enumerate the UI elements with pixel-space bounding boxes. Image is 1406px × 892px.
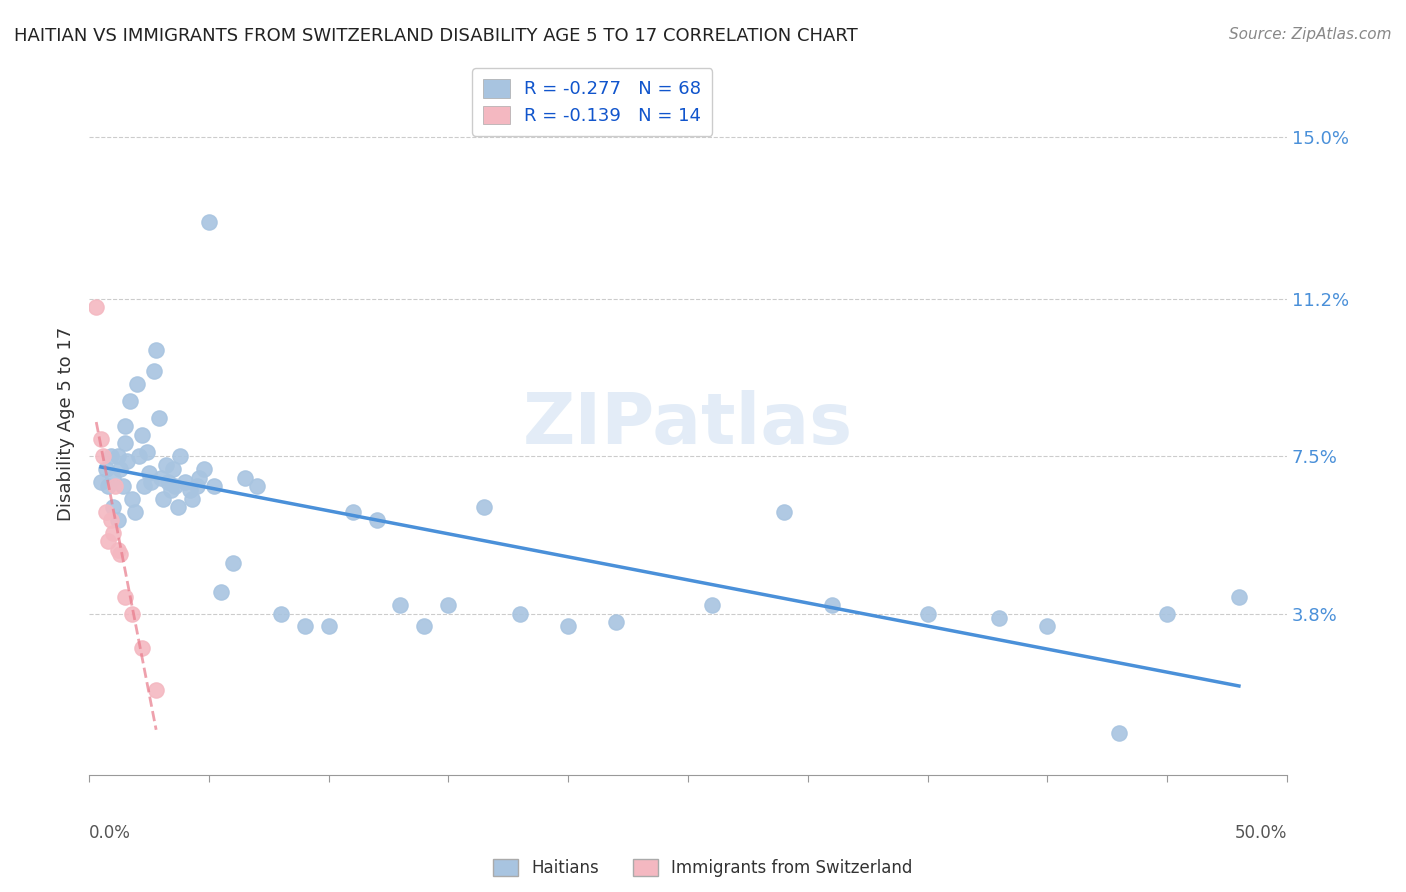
Point	[117, 453, 139, 467]
Point	[917, 607, 939, 621]
Point	[193, 462, 215, 476]
Text: 50.0%: 50.0%	[1234, 824, 1286, 842]
Point	[145, 683, 167, 698]
Point	[114, 436, 136, 450]
Point	[94, 505, 117, 519]
Point	[772, 505, 794, 519]
Point	[90, 475, 112, 489]
Point	[1227, 590, 1250, 604]
Point	[111, 479, 134, 493]
Point	[145, 343, 167, 357]
Point	[101, 500, 124, 515]
Point	[294, 619, 316, 633]
Point	[101, 470, 124, 484]
Point	[700, 598, 723, 612]
Point	[114, 590, 136, 604]
Point	[389, 598, 412, 612]
Point	[90, 432, 112, 446]
Point	[97, 479, 120, 493]
Point	[988, 611, 1011, 625]
Point	[557, 619, 579, 633]
Y-axis label: Disability Age 5 to 17: Disability Age 5 to 17	[58, 327, 75, 522]
Point	[157, 475, 180, 489]
Point	[509, 607, 531, 621]
Point	[159, 483, 181, 498]
Point	[118, 393, 141, 408]
Point	[148, 411, 170, 425]
Point	[128, 450, 150, 464]
Point	[198, 215, 221, 229]
Point	[124, 505, 146, 519]
Point	[141, 475, 163, 489]
Point	[134, 479, 156, 493]
Point	[270, 607, 292, 621]
Point	[93, 450, 115, 464]
Point	[107, 542, 129, 557]
Point	[100, 513, 122, 527]
Point	[155, 458, 177, 472]
Point	[342, 505, 364, 519]
Point	[165, 479, 187, 493]
Point	[100, 450, 122, 464]
Point	[233, 470, 256, 484]
Text: HAITIAN VS IMMIGRANTS FROM SWITZERLAND DISABILITY AGE 5 TO 17 CORRELATION CHART: HAITIAN VS IMMIGRANTS FROM SWITZERLAND D…	[14, 27, 858, 45]
Point	[107, 450, 129, 464]
Point	[318, 619, 340, 633]
Point	[188, 470, 211, 484]
Point	[142, 364, 165, 378]
Point	[202, 479, 225, 493]
Text: Source: ZipAtlas.com: Source: ZipAtlas.com	[1229, 27, 1392, 42]
Point	[162, 462, 184, 476]
Point	[209, 585, 232, 599]
Point	[138, 467, 160, 481]
Point	[169, 450, 191, 464]
Text: ZIPatlas: ZIPatlas	[523, 390, 853, 458]
Point	[246, 479, 269, 493]
Point	[166, 500, 188, 515]
Legend: Haitians, Immigrants from Switzerland: Haitians, Immigrants from Switzerland	[486, 852, 920, 884]
Legend: R = -0.277   N = 68, R = -0.139   N = 14: R = -0.277 N = 68, R = -0.139 N = 14	[472, 68, 713, 136]
Point	[437, 598, 460, 612]
Point	[1156, 607, 1178, 621]
Point	[413, 619, 436, 633]
Point	[472, 500, 495, 515]
Point	[107, 513, 129, 527]
Point	[121, 607, 143, 621]
Point	[1108, 726, 1130, 740]
Point	[222, 556, 245, 570]
Point	[186, 479, 208, 493]
Point	[1036, 619, 1059, 633]
Point	[605, 615, 627, 630]
Point	[821, 598, 844, 612]
Point	[131, 640, 153, 655]
Point	[181, 491, 204, 506]
Point	[108, 547, 131, 561]
Point	[101, 525, 124, 540]
Point	[125, 376, 148, 391]
Point	[108, 462, 131, 476]
Point	[97, 534, 120, 549]
Point	[104, 479, 127, 493]
Point	[114, 419, 136, 434]
Point	[84, 301, 107, 315]
Point	[179, 483, 201, 498]
Point	[366, 513, 388, 527]
Point	[121, 491, 143, 506]
Point	[149, 470, 172, 484]
Point	[152, 491, 174, 506]
Point	[135, 445, 157, 459]
Text: 0.0%: 0.0%	[89, 824, 131, 842]
Point	[131, 428, 153, 442]
Point	[94, 462, 117, 476]
Point	[174, 475, 197, 489]
